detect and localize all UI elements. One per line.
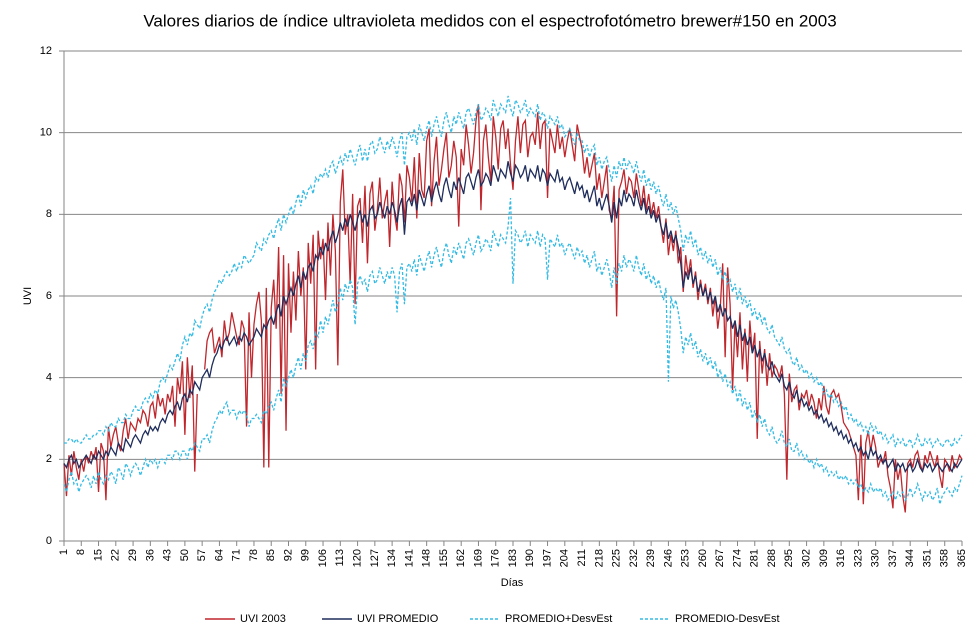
x-tick-label: 78 — [248, 549, 260, 561]
legend-label: PROMEDIO+DesvEst — [505, 613, 612, 625]
x-tick-label: 141 — [403, 549, 415, 567]
x-tick-label: 211 — [576, 549, 588, 567]
x-tick-label: 239 — [645, 549, 657, 567]
x-tick-label: 197 — [541, 549, 553, 567]
legend-label: PROMEDIO-DesvEst — [675, 613, 780, 625]
x-tick-label: 225 — [611, 549, 623, 567]
y-tick-label: 10 — [40, 127, 52, 139]
x-tick-label: 36 — [144, 549, 156, 561]
x-tick-label: 85 — [265, 549, 277, 561]
x-tick-label: 1 — [58, 549, 70, 555]
x-tick-label: 15 — [92, 549, 104, 561]
x-tick-label: 169 — [472, 549, 484, 567]
x-tick-label: 43 — [162, 549, 174, 561]
x-tick-label: 190 — [524, 549, 536, 567]
x-tick-label: 99 — [300, 549, 312, 561]
x-tick-label: 274 — [731, 549, 743, 567]
x-tick-label: 281 — [749, 549, 761, 567]
y-tick-label: 2 — [46, 453, 52, 465]
x-tick-label: 22 — [110, 549, 122, 561]
x-tick-label: 64 — [213, 549, 225, 561]
x-tick-label: 183 — [507, 549, 519, 567]
x-tick-label: 57 — [196, 549, 208, 561]
x-tick-label: 176 — [490, 549, 502, 567]
x-tick-label: 155 — [438, 549, 450, 567]
x-tick-label: 351 — [921, 549, 933, 567]
x-tick-label: 29 — [127, 549, 139, 561]
x-tick-label: 365 — [956, 549, 968, 567]
x-tick-label: 316 — [835, 549, 847, 567]
x-tick-label: 302 — [800, 549, 812, 567]
y-tick-label: 4 — [46, 372, 52, 384]
x-tick-label: 8 — [75, 549, 87, 555]
x-tick-label: 120 — [351, 549, 363, 567]
x-tick-label: 113 — [334, 549, 346, 567]
x-tick-label: 148 — [421, 549, 433, 567]
x-tick-label: 344 — [904, 549, 916, 567]
x-tick-label: 92 — [282, 549, 294, 561]
x-tick-label: 50 — [179, 549, 191, 561]
series-line — [63, 161, 963, 474]
x-tick-label: 267 — [714, 549, 726, 567]
x-tick-label: 337 — [887, 549, 899, 567]
y-tick-label: 6 — [46, 290, 52, 302]
series-line — [64, 95, 963, 449]
y-axis-label: UVI — [22, 287, 34, 305]
x-tick-label: 323 — [852, 549, 864, 567]
x-tick-label: 253 — [680, 549, 692, 567]
x-tick-label: 162 — [455, 549, 467, 567]
y-tick-label: 0 — [46, 535, 52, 547]
series-line — [63, 197, 963, 505]
y-tick-label: 12 — [40, 45, 52, 57]
legend-label: UVI PROMEDIO — [357, 613, 439, 625]
x-tick-label: 309 — [818, 549, 830, 567]
x-tick-label: 260 — [697, 549, 709, 567]
x-tick-label: 106 — [317, 549, 329, 567]
x-tick-label: 330 — [870, 549, 882, 567]
legend-label: UVI 2003 — [240, 613, 286, 625]
x-tick-label: 288 — [766, 549, 778, 567]
x-tick-label: 134 — [386, 549, 398, 567]
y-tick-label: 8 — [46, 208, 52, 220]
chart-title: Valores diarios de índice ultravioleta m… — [143, 11, 836, 30]
x-tick-label: 71 — [231, 549, 243, 561]
x-tick-label: 218 — [593, 549, 605, 567]
x-tick-label: 204 — [559, 549, 571, 567]
x-tick-label: 246 — [662, 549, 674, 567]
x-tick-label: 232 — [628, 549, 640, 567]
x-axis-label: Días — [501, 577, 524, 589]
x-tick-label: 358 — [939, 549, 951, 567]
x-tick-label: 295 — [783, 549, 795, 567]
x-tick-label: 127 — [369, 549, 381, 567]
